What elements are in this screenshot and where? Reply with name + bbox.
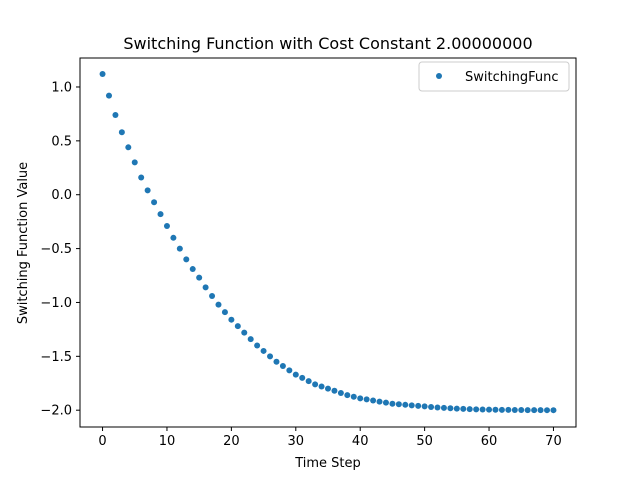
data-point — [460, 405, 467, 412]
data-point — [524, 407, 531, 414]
data-point — [486, 406, 493, 413]
y-tick-label: 0.0 — [51, 188, 72, 203]
x-axis-label: Time Step — [294, 456, 361, 471]
data-point — [144, 187, 151, 194]
x-tick-label: 20 — [223, 434, 240, 449]
data-point — [382, 399, 389, 406]
x-tick-label: 50 — [416, 434, 433, 449]
data-point — [466, 406, 473, 413]
data-point — [337, 389, 344, 396]
data-point — [247, 336, 254, 343]
y-tick-label: −1.0 — [40, 296, 72, 311]
data-point — [498, 406, 505, 413]
data-point — [492, 406, 499, 413]
data-point — [318, 383, 325, 390]
data-point — [421, 403, 428, 410]
data-point — [209, 292, 216, 299]
data-point — [151, 199, 158, 206]
x-tick-label: 30 — [288, 434, 305, 449]
data-point — [125, 144, 132, 151]
x-tick-label: 10 — [159, 434, 176, 449]
data-point — [505, 406, 512, 413]
data-point — [157, 211, 164, 218]
data-point — [395, 401, 402, 408]
x-tick-label: 40 — [352, 434, 369, 449]
data-point — [447, 405, 454, 412]
data-point — [537, 407, 544, 414]
data-point — [305, 378, 312, 385]
data-point — [260, 347, 267, 354]
data-point — [234, 323, 241, 330]
data-point — [105, 92, 112, 99]
data-point — [292, 371, 299, 378]
data-point — [228, 316, 235, 323]
data-point — [415, 402, 422, 409]
data-point — [279, 363, 286, 370]
data-point — [440, 404, 447, 411]
x-tick-label: 70 — [545, 434, 562, 449]
data-point — [531, 407, 538, 414]
data-point — [163, 222, 170, 229]
x-tick-label: 0 — [98, 434, 106, 449]
data-point — [202, 284, 209, 291]
data-point — [428, 403, 435, 410]
data-point — [473, 406, 480, 413]
data-point — [376, 398, 383, 405]
y-tick-label: −2.0 — [40, 404, 72, 419]
data-point — [518, 406, 525, 413]
data-point — [511, 406, 518, 413]
data-point — [299, 374, 306, 381]
data-point — [131, 159, 138, 166]
data-point — [402, 401, 409, 408]
data-point — [221, 309, 228, 316]
y-axis-ticks: 1.0 0.5 0.0 −0.5 −1.0 −1.5 −2.0 — [40, 80, 80, 419]
x-tick-label: 60 — [481, 434, 498, 449]
y-tick-label: 0.5 — [51, 134, 72, 149]
data-point — [273, 358, 280, 365]
data-point — [544, 407, 551, 414]
y-axis-label: Switching Function Value — [16, 162, 31, 324]
x-axis-ticks: 0 10 20 30 40 50 60 70 — [98, 427, 562, 449]
data-point — [215, 301, 222, 308]
plot-area — [79, 57, 577, 428]
y-tick-label: −1.5 — [40, 350, 72, 365]
data-point — [118, 129, 125, 136]
legend-marker — [436, 73, 442, 79]
data-point — [241, 329, 248, 336]
data-point — [357, 395, 364, 402]
plot-frame — [79, 57, 577, 428]
data-point — [138, 174, 145, 181]
data-point — [344, 392, 351, 399]
data-point — [453, 405, 460, 412]
y-tick-label: −0.5 — [40, 242, 72, 257]
data-point — [286, 367, 293, 374]
data-point — [389, 400, 396, 407]
data-point — [183, 256, 190, 263]
data-point — [176, 245, 183, 252]
data-point — [99, 71, 106, 78]
data-point — [350, 393, 357, 400]
data-point — [370, 397, 377, 404]
data-point — [363, 396, 370, 403]
data-point — [550, 407, 557, 414]
data-point — [189, 266, 196, 273]
legend-box — [418, 61, 570, 92]
data-point — [331, 387, 338, 394]
data-point — [267, 353, 274, 360]
data-point — [479, 406, 486, 413]
data-point — [434, 404, 441, 411]
legend-label: SwitchingFunc — [465, 70, 558, 85]
legend: SwitchingFunc — [418, 61, 570, 92]
data-point — [325, 385, 331, 392]
data-point — [408, 402, 415, 409]
data-point — [170, 234, 177, 241]
chart-title: Switching Function with Cost Constant 2.… — [123, 34, 532, 53]
y-tick-label: 1.0 — [51, 80, 72, 95]
data-point — [196, 274, 203, 281]
data-point — [112, 111, 119, 118]
data-point — [254, 342, 261, 349]
data-point — [312, 381, 319, 388]
